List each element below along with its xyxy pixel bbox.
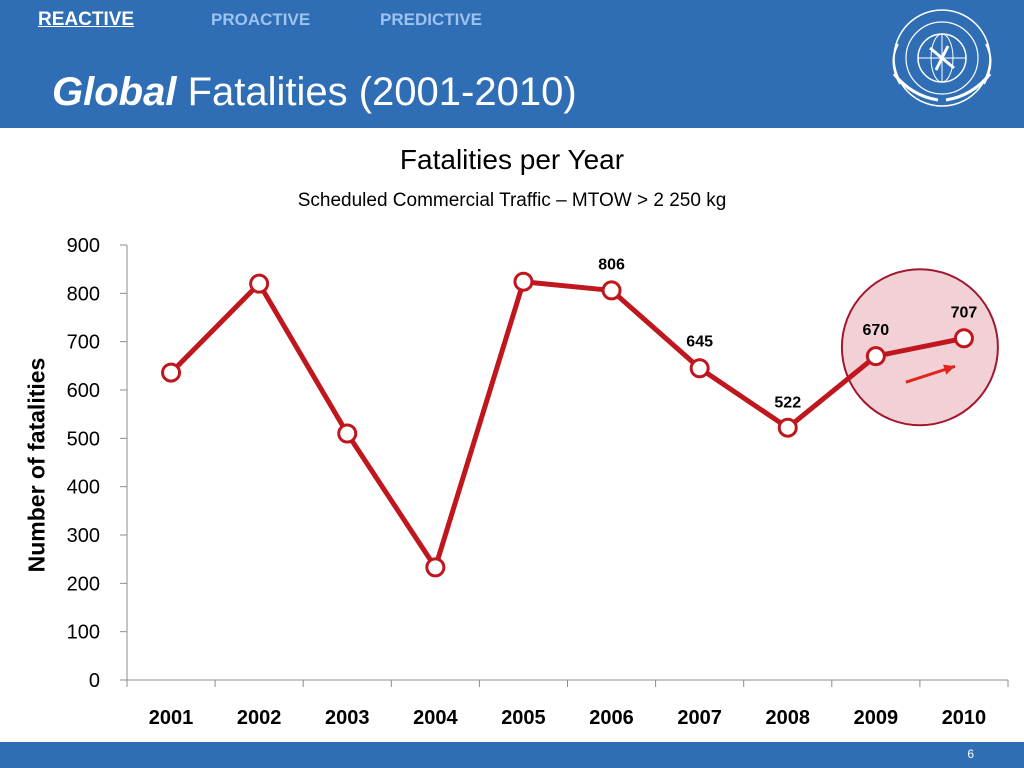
y-tick-label: 300 [67, 525, 100, 547]
tab-proactive[interactable]: PROACTIVE [211, 10, 311, 29]
y-tick-label: 100 [67, 622, 100, 644]
x-tick-label: 2001 [149, 707, 194, 729]
x-tick-label: 2008 [766, 707, 811, 729]
data-label: 707 [951, 304, 978, 321]
data-point [601, 280, 622, 301]
data-point [249, 273, 270, 294]
fatalities-line-chart: 0 100 200 300 400 500 600 700 800 900 2001 2002 2003… [67, 235, 1009, 729]
x-tick-label: 2009 [854, 707, 899, 729]
x-tick-label: 2003 [325, 707, 370, 729]
data-point [161, 362, 182, 383]
y-tick-label: 700 [67, 332, 100, 354]
data-point [513, 271, 534, 292]
data-point [865, 346, 886, 367]
data-label: 670 [862, 322, 889, 339]
y-tick-label: 600 [67, 380, 100, 402]
data-point [337, 423, 358, 444]
x-tick-label: 2005 [501, 707, 546, 729]
chart-subtitle: Scheduled Commercial Traffic – MTOW > 2 … [297, 190, 727, 211]
x-tick-label: 2006 [589, 707, 634, 729]
x-tick-label: 2002 [237, 707, 282, 729]
x-tick-label: 2007 [677, 707, 722, 729]
slide-header: REACTIVE PROACTIVE PREDICTIVE Global Fat… [0, 0, 1024, 128]
title-emphasis: Global [52, 70, 177, 114]
y-tick-label: 800 [67, 283, 100, 305]
data-label: 522 [774, 395, 801, 412]
title-rest: Fatalities (2001-2010) [176, 70, 577, 114]
data-point [953, 328, 974, 349]
data-point [425, 557, 446, 578]
y-tick-label: 500 [67, 428, 100, 450]
y-tick-label: 200 [67, 573, 100, 595]
data-label: 806 [598, 256, 625, 273]
series-line [168, 279, 967, 570]
page-number: 6 [967, 747, 974, 761]
trend-arrowhead-icon [943, 364, 955, 375]
x-tick-label: 2010 [942, 707, 987, 729]
icao-emblem-icon [892, 9, 992, 107]
y-tick-label: 400 [67, 477, 100, 499]
slide-footer: 6 [0, 742, 1024, 768]
data-label: 645 [686, 333, 713, 350]
tab-predictive[interactable]: PREDICTIVE [380, 10, 483, 29]
y-tick-label: 0 [89, 670, 100, 692]
x-tick-label: 2004 [413, 707, 458, 729]
data-point [689, 358, 710, 379]
chart-title: Fatalities per Year [399, 144, 625, 175]
tab-reactive[interactable]: REACTIVE [38, 9, 135, 30]
page-title: Global Fatalities (2001-2010) [52, 68, 577, 116]
data-point [777, 417, 798, 438]
y-tick-label: 900 [67, 235, 100, 257]
